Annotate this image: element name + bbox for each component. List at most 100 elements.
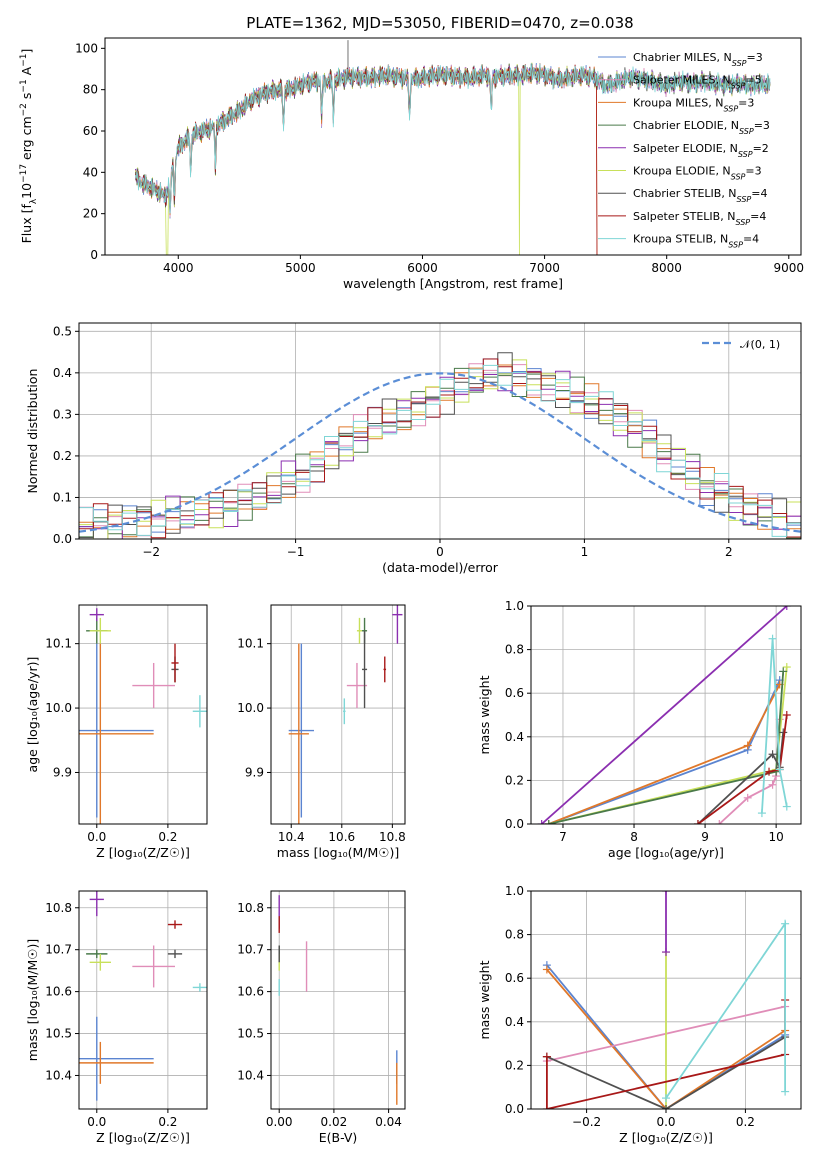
y-axis-label: mass weight xyxy=(477,960,492,1039)
y-label-part: A xyxy=(19,66,34,79)
x-axis-label: (data-model)/error xyxy=(382,560,499,575)
legend-ssp-sub: SSP xyxy=(728,240,743,249)
panel-weight_vs_z: −0.2 0.0 0.2 0.0 0.2 0.4 0.6 0.8 1.0 Z [log₁₀(Z/Z… xyxy=(477,884,802,1145)
x-tick-label: 9000 xyxy=(774,261,805,275)
x-tick-label: −2 xyxy=(142,545,160,559)
legend-entry-chabrier_stelib: Chabrier STELIB, NSSP=4 xyxy=(633,187,767,204)
legend-ssp-sub: SSP xyxy=(731,81,746,90)
legend-eq: = xyxy=(746,51,755,64)
y-label-part: Flux [f xyxy=(19,204,34,244)
legend-n-prefix: , N xyxy=(723,142,738,155)
y-tick-label: 10.8 xyxy=(237,901,264,915)
y-tick-label: 10.6 xyxy=(45,985,72,999)
y-tick-label: 0.0 xyxy=(505,817,524,831)
x-tick-label: 6000 xyxy=(407,261,438,275)
weight-line-chabrier_stelib xyxy=(546,1036,786,1109)
x-axis-label: Z [log₁₀(Z/Z☉)] xyxy=(96,1130,190,1145)
y-tick-label: 1.0 xyxy=(505,599,524,613)
panel-age_vs_mass: 10.4 10.6 10.8 9.9 10.0 10.1 mass [log₁₀(M/M☉)… xyxy=(237,604,406,860)
y-tick-label: 10.6 xyxy=(237,985,264,999)
x-tick-label: −1 xyxy=(287,545,305,559)
legend-label: Chabrier MILES xyxy=(633,51,717,64)
plot-area xyxy=(79,352,801,539)
panel-mass_vs_ebv: 0.00 0.02 0.04 10.4 10.5 10.6 10.7 10.8 E(B-V) xyxy=(237,890,406,1145)
plot-area xyxy=(79,608,207,824)
y-label-part: 10 xyxy=(19,183,34,199)
y-axis-label: mass [log₁₀(M/M☉)] xyxy=(25,939,40,1061)
spectrum-line-kroupa_elodie xyxy=(135,62,771,255)
legend-eq: = xyxy=(750,210,759,223)
y-tick-label: 0.2 xyxy=(505,1058,524,1072)
legend-n-prefix: , N xyxy=(724,119,739,132)
spectrum-line-kroupa_stelib xyxy=(135,63,771,214)
legend-n-prefix: , N xyxy=(717,51,732,64)
x-tick-label: 10 xyxy=(768,830,783,844)
weight-line-salpeter_elodie xyxy=(541,606,788,824)
x-tick-label: 0.0 xyxy=(656,1115,675,1129)
x-tick-label: 0.2 xyxy=(158,830,177,844)
y-label-part: erg cm xyxy=(19,116,34,164)
y-tick-label: 100 xyxy=(75,41,98,55)
legend-n-value: 3 xyxy=(747,96,754,109)
x-tick-label: 10.4 xyxy=(278,830,305,844)
legend-label: Chabrier STELIB xyxy=(633,187,721,200)
legend-label: Kroupa MILES xyxy=(633,96,708,109)
y-tick-label: 0.6 xyxy=(505,686,524,700)
x-tick-label: 8000 xyxy=(651,261,682,275)
y-tick-label: 10.0 xyxy=(237,701,264,715)
y-tick-label: 0.5 xyxy=(53,324,72,338)
legend-eq: = xyxy=(743,233,752,246)
legend-label: Salpeter ELODIE xyxy=(633,142,723,155)
panel-age_vs_z: 0.0 0.2 9.9 10.0 10.1 Z [log₁₀(Z/Z☉)] age [log… xyxy=(25,604,208,860)
weight-line-salpeter_stelib xyxy=(697,714,788,824)
legend-eq: = xyxy=(738,96,747,109)
legend-label: Kroupa ELODIE xyxy=(633,165,715,178)
y-tick-label: 60 xyxy=(83,124,98,138)
y-axis-label: Flux [fλ10−17 erg cm−2 s−1 A−1] xyxy=(19,49,39,244)
axes-frame xyxy=(270,604,406,825)
normal-curve xyxy=(79,372,801,533)
legend-label: Chabrier ELODIE xyxy=(633,119,724,132)
y-axis-label: age [log₁₀(age/yr)] xyxy=(25,657,40,773)
x-tick-label: 9 xyxy=(701,830,709,844)
y-tick-label: 10.7 xyxy=(237,943,264,957)
legend-ssp-sub: SSP xyxy=(735,217,750,226)
legend-ssp-sub: SSP xyxy=(737,195,752,204)
y-tick-label: 0.3 xyxy=(53,407,72,421)
histogram-salpeter_stelib xyxy=(79,358,801,539)
legend-entry-kroupa_elodie: Kroupa ELODIE, NSSP=3 xyxy=(633,165,762,182)
legend-n-prefix: , N xyxy=(720,210,735,223)
legend-n-prefix: , N xyxy=(721,187,736,200)
plot-area xyxy=(135,40,771,255)
x-tick-label: 10.6 xyxy=(328,830,355,844)
legend-entry-kroupa_miles: Kroupa MILES, NSSP=3 xyxy=(633,96,754,113)
x-axis-label: age [log₁₀(age/yr)] xyxy=(608,845,724,860)
y-tick-label: 0.4 xyxy=(53,366,72,380)
histogram-kroupa_stelib xyxy=(79,364,801,537)
y-tick-label: 0.0 xyxy=(53,532,72,546)
weight-line-kroupa_miles xyxy=(548,684,781,824)
y-tick-label: 10.4 xyxy=(237,1068,264,1082)
y-tick-label: 10.5 xyxy=(45,1027,72,1041)
legend-entry-chabrier_miles: Chabrier MILES, NSSP=3 xyxy=(633,51,763,68)
legend-ssp-sub: SSP xyxy=(738,149,753,158)
axes-frame xyxy=(78,890,208,1110)
axes-frame xyxy=(530,605,802,825)
y-label-part: −1 xyxy=(19,54,29,67)
y-axis-label: mass weight xyxy=(477,675,492,754)
plot-area xyxy=(542,891,790,1109)
x-tick-label: 0.0 xyxy=(87,830,106,844)
plot-area xyxy=(278,895,398,1105)
y-tick-label: 0.6 xyxy=(505,971,524,985)
y-tick-label: 0.4 xyxy=(505,1015,524,1029)
y-tick-label: 10.5 xyxy=(237,1027,264,1041)
y-tick-label: 20 xyxy=(83,207,98,221)
y-tick-label: 0.2 xyxy=(505,773,524,787)
y-tick-label: 40 xyxy=(83,165,98,179)
axes-frame xyxy=(78,322,802,540)
legend-n-value: 3 xyxy=(763,119,770,132)
y-label-part: λ xyxy=(29,198,39,204)
x-tick-label: 0 xyxy=(436,545,444,559)
x-tick-label: 5000 xyxy=(285,261,316,275)
